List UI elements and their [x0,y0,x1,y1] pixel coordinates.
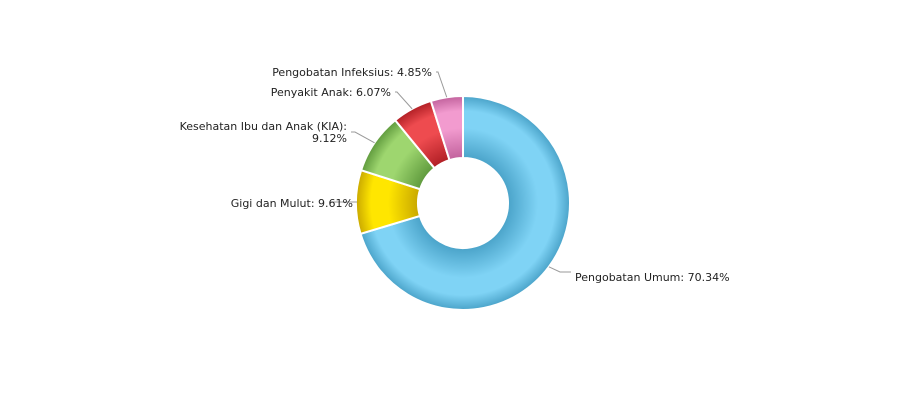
leader-lines-group [329,71,571,273]
slice-pengobatan-infeksius[interactable] [429,94,464,162]
slice-pengobatan-umum[interactable] [359,94,571,311]
leader-line [395,91,413,110]
data-label: Gigi dan Mulut: 9.61% [231,197,353,210]
data-label: Pengobatan Infeksius: 4.85% [272,66,432,79]
leader-line [351,131,375,144]
data-label: Pengobatan Umum: 70.34% [575,271,730,284]
data-label: Kesehatan Ibu dan Anak (KIA): 9.12% [180,120,347,145]
leader-line [548,266,571,273]
labels-group: Pengobatan Umum: 70.34% Gigi dan Mulut: 9… [180,66,730,284]
slices-group [355,94,571,311]
data-label: Penyakit Anak: 6.07% [271,86,391,99]
leader-line [436,71,448,98]
